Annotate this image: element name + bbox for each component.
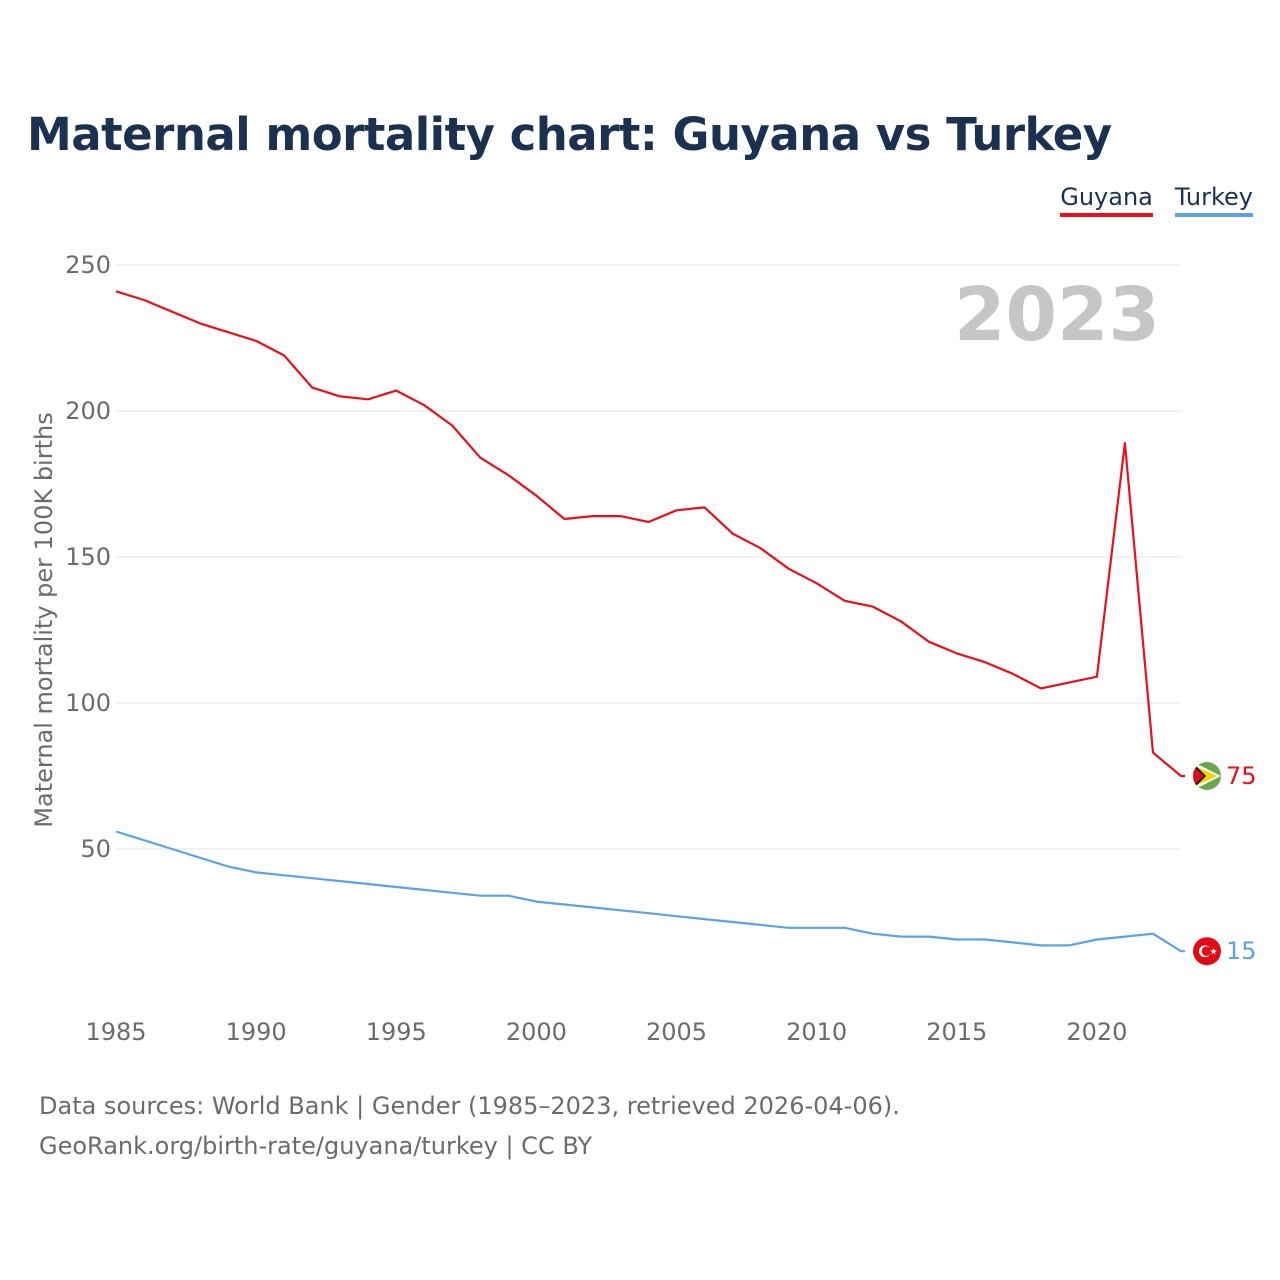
chart-title: Maternal mortality chart: Guyana vs Turk…	[27, 108, 1112, 161]
series-line-guyana	[115, 290, 1185, 778]
x-tick-label: 1995	[366, 1018, 427, 1046]
legend: Guyana Turkey	[1060, 183, 1253, 217]
footer-line-sources: Data sources: World Bank | Gender (1985–…	[39, 1092, 900, 1120]
flag-icon-guyana	[1193, 762, 1221, 790]
x-tick-label: 1985	[85, 1018, 146, 1046]
y-axis: 50 100 150 200 250	[65, 251, 111, 863]
footer-source: Data sources: World Bank | Gender (1985–…	[39, 1086, 900, 1166]
y-axis-label: Maternal mortality per 100K births	[30, 412, 58, 827]
end-value-label-guyana: 75	[1226, 762, 1257, 790]
y-tick-label: 200	[65, 397, 111, 425]
y-tick-label: 100	[65, 689, 111, 717]
series-lines	[115, 290, 1185, 953]
x-tick-label: 2010	[786, 1018, 847, 1046]
legend-item-turkey[interactable]: Turkey	[1174, 183, 1253, 217]
flag-icon-turkey	[1193, 937, 1221, 966]
x-tick-label: 1990	[226, 1018, 287, 1046]
series-endpoints: 75 15	[1193, 762, 1257, 966]
grid-lines	[116, 264, 1181, 850]
x-tick-label: 2015	[926, 1018, 987, 1046]
y-tick-label: 50	[80, 835, 111, 863]
x-tick-label: 2020	[1066, 1018, 1127, 1046]
footer-line-attribution[interactable]: GeoRank.org/birth-rate/guyana/turkey | C…	[39, 1132, 593, 1160]
y-tick-label: 150	[65, 543, 111, 571]
year-label: 2023	[954, 272, 1160, 358]
series-line-turkey	[115, 830, 1185, 953]
end-value-label-turkey: 15	[1226, 937, 1257, 965]
y-tick-label: 250	[65, 251, 111, 279]
x-tick-label: 2005	[646, 1018, 707, 1046]
x-tick-label: 2000	[506, 1018, 567, 1046]
legend-item-guyana[interactable]: Guyana	[1060, 183, 1153, 217]
x-axis: 1985 1990 1995 2000 2005 2010 2015 2020	[85, 1018, 1127, 1046]
